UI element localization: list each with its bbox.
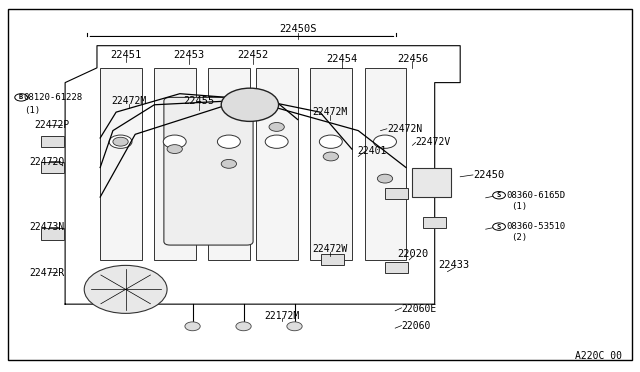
- Circle shape: [319, 135, 342, 148]
- Circle shape: [84, 265, 167, 313]
- Circle shape: [218, 135, 241, 148]
- Text: 22472R: 22472R: [29, 268, 65, 278]
- Text: 22401: 22401: [357, 146, 387, 156]
- Bar: [256, 68, 298, 260]
- Bar: [154, 68, 196, 260]
- Text: 22450S: 22450S: [279, 24, 316, 34]
- Circle shape: [221, 160, 237, 168]
- Text: 22451: 22451: [110, 50, 141, 60]
- Circle shape: [493, 223, 506, 230]
- Circle shape: [236, 322, 251, 331]
- Circle shape: [221, 88, 278, 121]
- Text: 22472N: 22472N: [387, 124, 422, 134]
- Circle shape: [269, 122, 284, 131]
- Text: 22472W: 22472W: [312, 244, 347, 254]
- Text: 08360-6165D: 08360-6165D: [507, 191, 566, 200]
- Text: 22172M: 22172M: [264, 311, 300, 321]
- Circle shape: [323, 152, 339, 161]
- Text: 22472P: 22472P: [35, 120, 70, 130]
- Text: (2): (2): [511, 233, 527, 242]
- Text: 22020: 22020: [397, 249, 428, 259]
- FancyBboxPatch shape: [164, 97, 253, 245]
- FancyBboxPatch shape: [41, 228, 64, 240]
- Circle shape: [113, 137, 128, 146]
- Circle shape: [265, 135, 288, 148]
- FancyBboxPatch shape: [8, 9, 632, 359]
- FancyBboxPatch shape: [41, 162, 64, 173]
- Bar: [310, 68, 352, 260]
- Text: 08120-61228: 08120-61228: [23, 93, 82, 102]
- Circle shape: [287, 322, 302, 331]
- Circle shape: [15, 94, 28, 101]
- Bar: [365, 68, 406, 260]
- Bar: [209, 68, 250, 260]
- Circle shape: [493, 192, 506, 199]
- Text: 22453: 22453: [173, 50, 205, 60]
- Text: 22473N: 22473N: [29, 222, 65, 232]
- Text: 22452: 22452: [237, 50, 269, 60]
- Text: S: S: [497, 224, 501, 230]
- Text: 22472Q: 22472Q: [29, 157, 65, 167]
- Text: 22060: 22060: [401, 321, 431, 331]
- FancyBboxPatch shape: [41, 136, 64, 147]
- Circle shape: [378, 174, 393, 183]
- Text: 22450: 22450: [473, 170, 504, 180]
- Circle shape: [167, 145, 182, 154]
- Text: 22433: 22433: [438, 260, 470, 270]
- Text: 08360-53510: 08360-53510: [507, 222, 566, 231]
- Text: S: S: [497, 192, 501, 198]
- Text: A220C 00: A220C 00: [575, 351, 622, 361]
- Text: B: B: [19, 94, 23, 100]
- Circle shape: [185, 322, 200, 331]
- FancyBboxPatch shape: [385, 188, 408, 199]
- Circle shape: [374, 135, 396, 148]
- FancyBboxPatch shape: [321, 254, 344, 265]
- Text: 22472M: 22472M: [111, 96, 147, 106]
- FancyBboxPatch shape: [385, 262, 408, 273]
- Circle shape: [163, 135, 186, 148]
- FancyBboxPatch shape: [412, 167, 451, 197]
- Text: (1): (1): [511, 202, 527, 211]
- Text: 22060E: 22060E: [401, 304, 437, 314]
- Text: 22472M: 22472M: [312, 107, 347, 117]
- Text: (1): (1): [24, 106, 40, 115]
- Text: 22455: 22455: [183, 96, 214, 106]
- Text: 22456: 22456: [397, 54, 428, 64]
- Text: 22472V: 22472V: [415, 137, 451, 147]
- Circle shape: [109, 135, 132, 148]
- FancyBboxPatch shape: [423, 217, 446, 228]
- Text: 22454: 22454: [326, 54, 358, 64]
- Bar: [100, 68, 141, 260]
